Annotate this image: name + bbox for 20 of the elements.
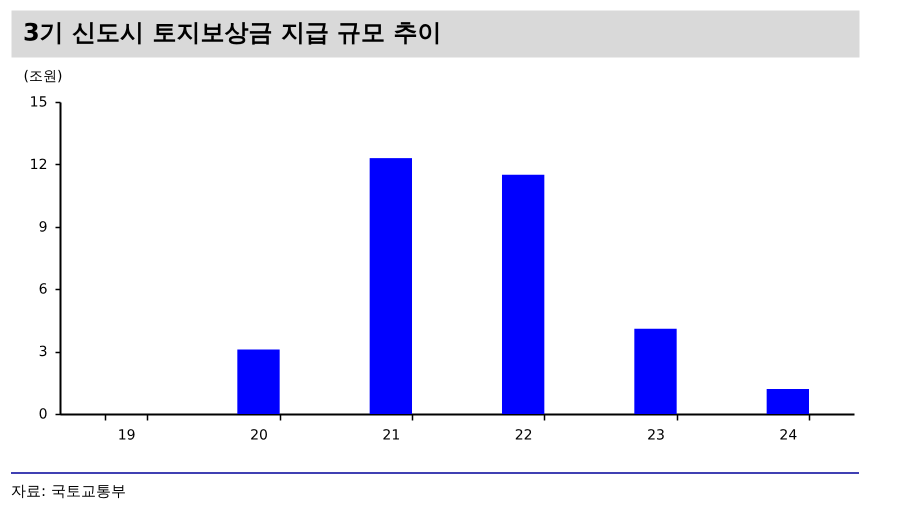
y-tick-label: 0	[38, 406, 48, 422]
bar	[237, 350, 280, 414]
x-tick-label: 20	[250, 428, 268, 444]
bar	[502, 174, 544, 414]
bar	[634, 328, 677, 414]
y-tick-label: 6	[38, 282, 48, 298]
text: 자료: 국토교통부	[11, 482, 126, 500]
x-tick-label: 19	[118, 428, 136, 444]
x-tick-label: 23	[647, 428, 665, 444]
x-tick-label: 22	[514, 428, 533, 444]
chart-title: 3기 신도시 토지보상금 지급 규모 추이	[23, 18, 442, 46]
bar	[370, 158, 412, 414]
bar	[766, 389, 810, 414]
y-tick-label: 15	[30, 94, 48, 110]
y-tick-label: 9	[38, 219, 48, 236]
x-tick-label: 24	[779, 428, 798, 444]
y-tick-label: 3	[38, 344, 48, 360]
x-tick-label: 21	[382, 428, 400, 444]
y-tick-label: 12	[30, 156, 48, 173]
y-axis-title: (조원)	[24, 68, 62, 84]
